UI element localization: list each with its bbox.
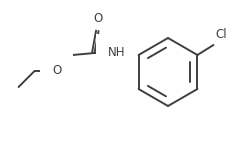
Text: O: O xyxy=(52,63,61,76)
Text: O: O xyxy=(92,12,102,25)
Text: Cl: Cl xyxy=(215,28,226,41)
Text: NH: NH xyxy=(107,45,125,58)
